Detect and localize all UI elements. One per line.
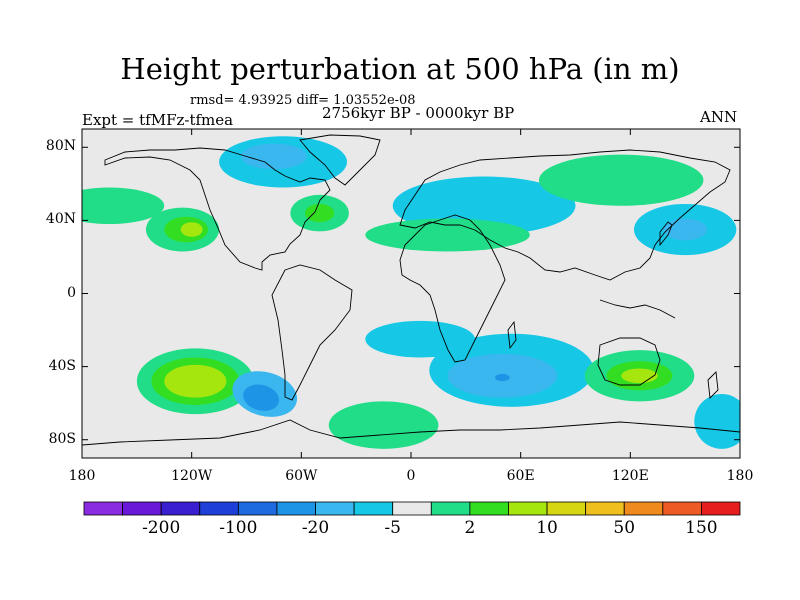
anomaly-region bbox=[694, 394, 740, 449]
coast-antarctica bbox=[82, 419, 740, 446]
anomaly-region bbox=[241, 143, 307, 170]
colorbar-swatch bbox=[122, 501, 162, 516]
latitude-label: 80N bbox=[45, 138, 76, 155]
colorbar-swatch bbox=[237, 501, 278, 516]
colorbar-label: -20 bbox=[301, 518, 330, 538]
anomaly-region bbox=[365, 320, 475, 358]
anomaly-region bbox=[621, 368, 658, 384]
colorbar-label: -200 bbox=[142, 518, 181, 538]
colorbar-swatch bbox=[199, 501, 239, 516]
coast-eurasia-africa bbox=[399, 214, 506, 363]
season-label: ANN bbox=[700, 108, 738, 126]
colorbar-swatch bbox=[430, 501, 471, 516]
plot-title: Height perturbation at 500 hPa (in m) bbox=[120, 52, 680, 86]
coast-north-america bbox=[104, 147, 331, 271]
latitude-label: 80S bbox=[48, 430, 76, 447]
colorbar-swatch bbox=[623, 501, 664, 516]
latitude-label: 40N bbox=[45, 211, 76, 228]
colorbar-label: 50 bbox=[613, 518, 636, 538]
colorbar-swatch bbox=[701, 501, 741, 516]
colorbar-swatch bbox=[508, 501, 548, 516]
coast-south-america bbox=[271, 264, 353, 401]
coast-madagascar bbox=[507, 320, 517, 350]
longitude-label: 0 bbox=[406, 468, 416, 484]
longitude-label: 180 bbox=[68, 468, 96, 484]
longitude-label: 120E bbox=[611, 468, 649, 484]
anomaly-region bbox=[538, 154, 704, 206]
anomaly-region bbox=[304, 203, 335, 223]
colorbar-label: -100 bbox=[219, 518, 258, 538]
colorbar-label: 2 bbox=[464, 518, 476, 538]
colorbar-swatch bbox=[276, 501, 316, 516]
colorbar-label: -5 bbox=[384, 518, 401, 538]
coast-new-zealand bbox=[707, 371, 719, 399]
anomaly-region bbox=[180, 222, 203, 237]
colorbar-swatch bbox=[83, 501, 123, 516]
anomaly-region bbox=[365, 218, 530, 252]
anomaly-region bbox=[495, 373, 510, 382]
longitude-label: 180 bbox=[726, 468, 754, 484]
anomaly-region bbox=[164, 364, 227, 398]
period-label: 2756kyr BP - 0000kyr BP bbox=[322, 104, 515, 122]
coastlines bbox=[82, 134, 740, 446]
longitude-label: 60E bbox=[506, 468, 535, 484]
colorbar-swatch bbox=[585, 501, 625, 516]
colorbar-swatch bbox=[469, 501, 509, 516]
latitude-label: 0 bbox=[67, 284, 76, 301]
colorbar-swatch bbox=[353, 501, 394, 516]
anomaly-region bbox=[328, 401, 439, 449]
longitude-label: 120W bbox=[171, 468, 213, 484]
coast-eurasia-north bbox=[399, 149, 731, 281]
colorbar-label: 150 bbox=[685, 518, 718, 538]
coast-greenland bbox=[299, 134, 381, 186]
anomaly-region bbox=[243, 384, 280, 411]
colorbar-label: 10 bbox=[536, 518, 558, 538]
colorbar bbox=[83, 501, 741, 516]
colorbar-swatch bbox=[546, 501, 587, 516]
coast-japan bbox=[659, 221, 673, 247]
coast-indonesia bbox=[599, 299, 676, 319]
experiment-label: Expt = tfMFz-tfmea bbox=[82, 111, 234, 129]
colorbar-swatch bbox=[662, 501, 702, 516]
anomaly-region bbox=[663, 218, 708, 241]
colorbar-swatch bbox=[392, 501, 432, 516]
latitude-label: 40S bbox=[48, 357, 76, 374]
colorbar-swatch bbox=[160, 501, 201, 516]
colorbar-swatch bbox=[315, 501, 355, 516]
anomaly-region bbox=[82, 187, 165, 225]
coast-australia bbox=[597, 337, 661, 386]
longitude-label: 60W bbox=[285, 468, 318, 484]
axis-ticks bbox=[81, 129, 741, 458]
stats-text: rmsd= 4.93925 diff= 1.03552e-08 bbox=[190, 93, 416, 108]
